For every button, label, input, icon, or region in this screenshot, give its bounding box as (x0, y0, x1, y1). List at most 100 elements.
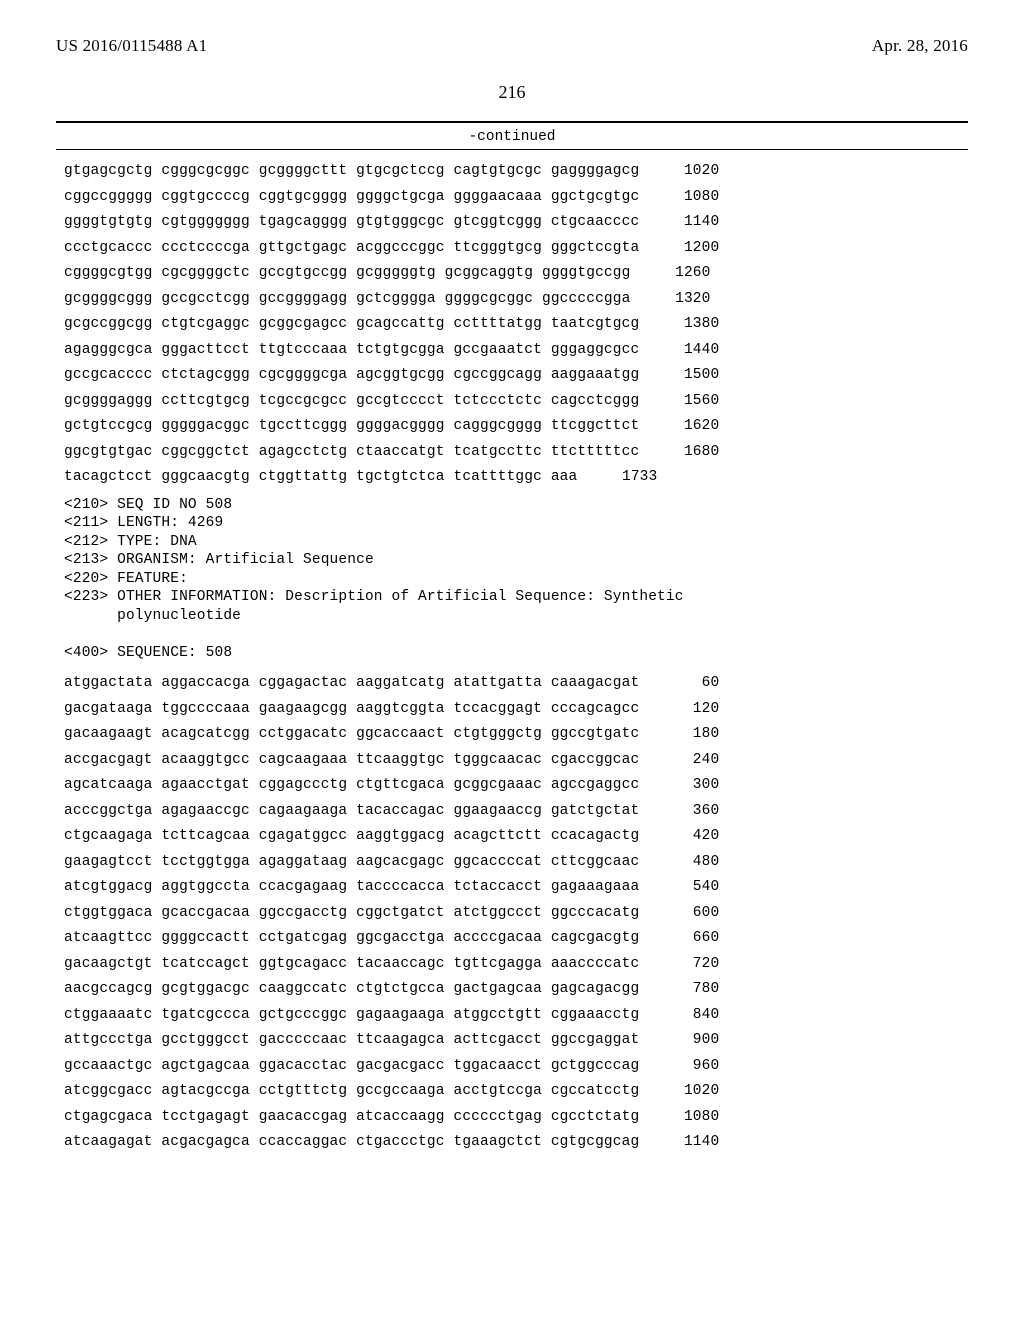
sequence-text: agagggcgca gggacttcct ttgtcccaaa tctgtgc… (64, 343, 639, 358)
sequence-text: ggcgtgtgac cggcggctct agagcctctg ctaacca… (64, 445, 639, 460)
sequence-text: aacgccagcg gcgtggacgc caaggccatc ctgtctg… (64, 982, 639, 997)
sequence-row: ggggtgtgtg cgtggggggg tgagcagggg gtgtggg… (64, 215, 968, 230)
page-header: US 2016/0115488 A1 Apr. 28, 2016 (56, 36, 968, 56)
sequence-position: 480 (657, 855, 719, 870)
sequence-text: ctgcaagaga tcttcagcaa cgagatggcc aaggtgg… (64, 829, 639, 844)
sequence-position: 840 (657, 1008, 719, 1023)
sequence-position: 1620 (657, 419, 719, 434)
sequence-listing-bottom: atggactata aggaccacga cggagactac aaggatc… (64, 676, 968, 1150)
sequence-row: gtgagcgctg cgggcgcggc gcggggcttt gtgcgct… (64, 164, 968, 179)
sequence-text: ctgagcgaca tcctgagagt gaacaccgag atcacca… (64, 1110, 639, 1125)
sequence-text: ggggtgtgtg cgtggggggg tgagcagggg gtgtggg… (64, 215, 639, 230)
sequence-position: 1680 (657, 445, 719, 460)
sequence-position: 300 (657, 778, 719, 793)
sequence-text: atcaagttcc ggggccactt cctgatcgag ggcgacc… (64, 931, 639, 946)
sequence-text: atcggcgacc agtacgccga cctgtttctg gccgcca… (64, 1084, 639, 1099)
sequence-row: atcaagttcc ggggccactt cctgatcgag ggcgacc… (64, 931, 968, 946)
sequence-position: 240 (657, 753, 719, 768)
sequence-position: 1020 (657, 164, 719, 179)
sequence-row: ggcgtgtgac cggcggctct agagcctctg ctaacca… (64, 445, 968, 460)
sequence-text: gctgtccgcg gggggacggc tgccttcggg ggggacg… (64, 419, 639, 434)
sequence-position: 1560 (657, 394, 719, 409)
sequence-position: 1080 (657, 1110, 719, 1125)
sequence-position: 660 (657, 931, 719, 946)
sequence-position: 1020 (657, 1084, 719, 1099)
sequence-position: 1733 (595, 470, 657, 485)
sequence-text: atcaagagat acgacgagca ccaccaggac ctgaccc… (64, 1135, 639, 1150)
sequence-row: agcatcaaga agaacctgat cggagccctg ctgttcg… (64, 778, 968, 793)
sequence-text: gccaaactgc agctgagcaa ggacacctac gacgacg… (64, 1059, 639, 1074)
sequence-position: 1500 (657, 368, 719, 383)
sequence-row: cggggcgtgg cgcggggctc gccgtgccgg gcggggg… (64, 266, 968, 281)
sequence-row: atggactata aggaccacga cggagactac aaggatc… (64, 676, 968, 691)
sequence-row: gaagagtcct tcctggtgga agaggataag aagcacg… (64, 855, 968, 870)
sequence-row: agagggcgca gggacttcct ttgtcccaaa tctgtgc… (64, 343, 968, 358)
sequence-position: 600 (657, 906, 719, 921)
sequence-position: 780 (657, 982, 719, 997)
under-continued-rule (56, 149, 968, 150)
sequence-text: cggccggggg cggtgccccg cggtgcgggg ggggctg… (64, 190, 639, 205)
sequence-text: gcggggcggg gccgcctcgg gccggggagg gctcggg… (64, 292, 631, 307)
sequence-position: 960 (657, 1059, 719, 1074)
sequence-text: tacagctcct gggcaacgtg ctggttattg tgctgtc… (64, 470, 577, 485)
sequence-position: 360 (657, 804, 719, 819)
sequence-position: 420 (657, 829, 719, 844)
sequence-row: gcgccggcgg ctgtcgaggc gcggcgagcc gcagcca… (64, 317, 968, 332)
sequence-position: 180 (657, 727, 719, 742)
sequence-row: atcaagagat acgacgagca ccaccaggac ctgaccc… (64, 1135, 968, 1150)
sequence-row: gcggggcggg gccgcctcgg gccggggagg gctcggg… (64, 292, 968, 307)
top-rule (56, 121, 968, 123)
sequence-metadata: <210> SEQ ID NO 508 <211> LENGTH: 4269 <… (64, 496, 968, 663)
sequence-text: agcatcaaga agaacctgat cggagccctg ctgttcg… (64, 778, 639, 793)
sequence-row: ccctgcaccc ccctccccga gttgctgagc acggccc… (64, 241, 968, 256)
continued-label: -continued (56, 129, 968, 145)
sequence-row: gctgtccgcg gggggacggc tgccttcggg ggggacg… (64, 419, 968, 434)
sequence-position: 1140 (657, 1135, 719, 1150)
sequence-text: gcgccggcgg ctgtcgaggc gcggcgagcc gcagcca… (64, 317, 639, 332)
sequence-position: 1320 (649, 292, 711, 307)
sequence-position: 1380 (657, 317, 719, 332)
sequence-text: atggactata aggaccacga cggagactac aaggatc… (64, 676, 639, 691)
sequence-position: 1260 (649, 266, 711, 281)
sequence-position: 1140 (657, 215, 719, 230)
sequence-text: gacgataaga tggccccaaa gaagaagcgg aaggtcg… (64, 702, 639, 717)
sequence-row: atcggcgacc agtacgccga cctgtttctg gccgcca… (64, 1084, 968, 1099)
sequence-row: atcgtggacg aggtggccta ccacgagaag tacccca… (64, 880, 968, 895)
sequence-row: gacgataaga tggccccaaa gaagaagcgg aaggtcg… (64, 702, 968, 717)
sequence-text: ccctgcaccc ccctccccga gttgctgagc acggccc… (64, 241, 639, 256)
sequence-position: 1200 (657, 241, 719, 256)
sequence-row: ctggtggaca gcaccgacaa ggccgacctg cggctga… (64, 906, 968, 921)
sequence-row: gcggggaggg ccttcgtgcg tcgccgcgcc gccgtcc… (64, 394, 968, 409)
sequence-position: 1080 (657, 190, 719, 205)
sequence-text: gcggggaggg ccttcgtgcg tcgccgcgcc gccgtcc… (64, 394, 639, 409)
sequence-position: 540 (657, 880, 719, 895)
sequence-row: ctgcaagaga tcttcagcaa cgagatggcc aaggtgg… (64, 829, 968, 844)
sequence-row: cggccggggg cggtgccccg cggtgcgggg ggggctg… (64, 190, 968, 205)
sequence-row: accgacgagt acaaggtgcc cagcaagaaa ttcaagg… (64, 753, 968, 768)
sequence-row: ctggaaaatc tgatcgccca gctgcccggc gagaaga… (64, 1008, 968, 1023)
sequence-text: gacaagaagt acagcatcgg cctggacatc ggcacca… (64, 727, 639, 742)
sequence-text: gaagagtcct tcctggtgga agaggataag aagcacg… (64, 855, 639, 870)
sequence-row: attgccctga gcctgggcct gacccccaac ttcaaga… (64, 1033, 968, 1048)
sequence-text: ctggaaaatc tgatcgccca gctgcccggc gagaaga… (64, 1008, 639, 1023)
publication-date: Apr. 28, 2016 (872, 36, 968, 56)
sequence-row: acccggctga agagaaccgc cagaagaaga tacacca… (64, 804, 968, 819)
sequence-row: gacaagctgt tcatccagct ggtgcagacc tacaacc… (64, 957, 968, 972)
sequence-text: ctggtggaca gcaccgacaa ggccgacctg cggctga… (64, 906, 639, 921)
sequence-text: accgacgagt acaaggtgcc cagcaagaaa ttcaagg… (64, 753, 639, 768)
page-number: 216 (56, 82, 968, 103)
sequence-text: cggggcgtgg cgcggggctc gccgtgccgg gcggggg… (64, 266, 631, 281)
sequence-row: gccgcacccc ctctagcggg cgcggggcga agcggtg… (64, 368, 968, 383)
sequence-text: gccgcacccc ctctagcggg cgcggggcga agcggtg… (64, 368, 639, 383)
sequence-row: gacaagaagt acagcatcgg cctggacatc ggcacca… (64, 727, 968, 742)
sequence-text: atcgtggacg aggtggccta ccacgagaag tacccca… (64, 880, 639, 895)
sequence-position: 60 (657, 676, 719, 691)
sequence-row: gccaaactgc agctgagcaa ggacacctac gacgacg… (64, 1059, 968, 1074)
sequence-position: 900 (657, 1033, 719, 1048)
sequence-position: 120 (657, 702, 719, 717)
sequence-text: attgccctga gcctgggcct gacccccaac ttcaaga… (64, 1033, 639, 1048)
sequence-row: tacagctcct gggcaacgtg ctggttattg tgctgtc… (64, 470, 968, 485)
sequence-text: gacaagctgt tcatccagct ggtgcagacc tacaacc… (64, 957, 639, 972)
publication-number: US 2016/0115488 A1 (56, 36, 207, 56)
page-container: US 2016/0115488 A1 Apr. 28, 2016 216 -co… (0, 0, 1024, 1320)
